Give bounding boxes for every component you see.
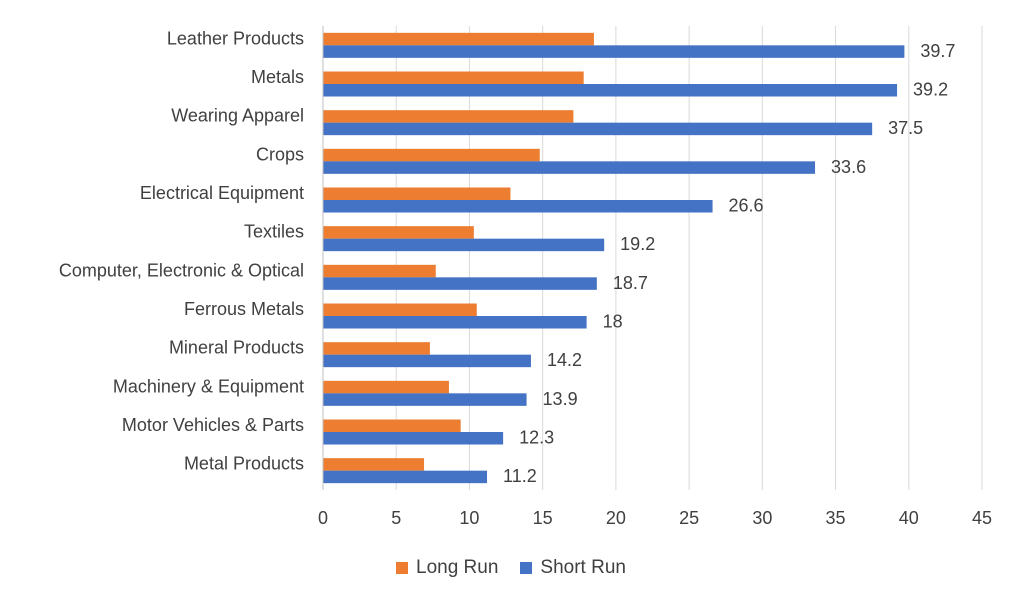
- category-label: Motor Vehicles & Parts: [122, 415, 304, 435]
- category-label: Leather Products: [167, 28, 304, 48]
- data-label-short-run: 18: [603, 312, 623, 332]
- category-label: Crops: [256, 144, 304, 164]
- bar-long-run: [323, 342, 430, 355]
- data-label-short-run: 18.7: [613, 273, 648, 293]
- category-label: Ferrous Metals: [184, 299, 304, 319]
- data-label-short-run: 12.3: [519, 428, 554, 448]
- data-label-short-run: 26.6: [729, 196, 764, 216]
- bar-short-run: [323, 45, 905, 58]
- bar-short-run: [323, 316, 587, 329]
- bar-short-run: [323, 470, 488, 484]
- bar-long-run: [323, 264, 436, 278]
- legend-swatch-short-run: [520, 562, 533, 574]
- bar-short-run: [323, 161, 816, 174]
- x-tick-label: 10: [459, 508, 479, 528]
- category-label: Machinery & Equipment: [113, 376, 304, 396]
- legend-item-short-run: Short Run: [520, 557, 626, 579]
- data-label-short-run: 37.5: [888, 118, 923, 138]
- x-tick-label: 20: [606, 508, 626, 528]
- bars: [323, 32, 905, 484]
- x-tick-label: 25: [679, 508, 699, 528]
- data-label-short-run: 39.2: [913, 80, 948, 100]
- bar-short-run: [323, 84, 898, 97]
- category-label: Textiles: [244, 222, 304, 242]
- x-tick-label: 30: [752, 508, 772, 528]
- data-label-short-run: 39.7: [920, 41, 955, 61]
- bar-long-run: [323, 419, 461, 432]
- labels: 39.7 Leather Products 39.2 Metals 37.5 Wearin…: [59, 28, 956, 486]
- bar-short-run: [323, 393, 527, 406]
- bar-long-run: [323, 226, 474, 239]
- data-label-short-run: 13.9: [543, 389, 578, 409]
- data-label-short-run: 33.6: [831, 157, 866, 177]
- legend-label-long-run: Long Run: [416, 557, 499, 578]
- x-tick-label: 35: [826, 508, 846, 528]
- bar-long-run: [323, 148, 540, 162]
- data-label-short-run: 11.2: [503, 466, 537, 486]
- category-label: Computer, Electronic & Optical: [59, 260, 304, 280]
- bar-short-run: [323, 122, 873, 136]
- bar-long-run: [323, 380, 449, 394]
- bar-long-run: [323, 110, 574, 123]
- bar-short-run: [323, 277, 597, 290]
- x-tick-label: 0: [318, 508, 328, 528]
- gridlines: [395, 26, 983, 490]
- bar-short-run: [323, 354, 531, 368]
- category-label: Metal Products: [184, 454, 304, 474]
- data-label-short-run: 14.2: [547, 350, 582, 370]
- x-tick-label: 40: [899, 508, 919, 528]
- category-label: Wearing Apparel: [171, 106, 304, 126]
- bar-long-run: [323, 187, 511, 200]
- category-label: Electrical Equipment: [140, 183, 304, 203]
- bar-short-run: [323, 200, 713, 213]
- x-tick-label: 45: [972, 508, 992, 528]
- x-tick-label: 5: [391, 508, 401, 528]
- legend-label-short-run: Short Run: [540, 557, 626, 578]
- bar-long-run: [323, 458, 425, 471]
- legend-swatch-long-run: [396, 562, 409, 574]
- category-label: Metals: [251, 67, 304, 87]
- legend-item-long-run: Long Run: [396, 557, 498, 579]
- category-label: Mineral Products: [169, 338, 304, 358]
- data-label-short-run: 19.2: [620, 234, 655, 254]
- bar-long-run: [323, 303, 477, 316]
- axes: 0 5 10 15 20 25 30 35 40 45: [318, 26, 992, 528]
- legend: Long Run Short Run: [0, 554, 1022, 582]
- bar-long-run: [323, 32, 594, 46]
- bar-short-run: [323, 238, 605, 252]
- bar-short-run: [323, 432, 504, 445]
- x-tick-label: 15: [533, 508, 553, 528]
- bar-long-run: [323, 71, 584, 84]
